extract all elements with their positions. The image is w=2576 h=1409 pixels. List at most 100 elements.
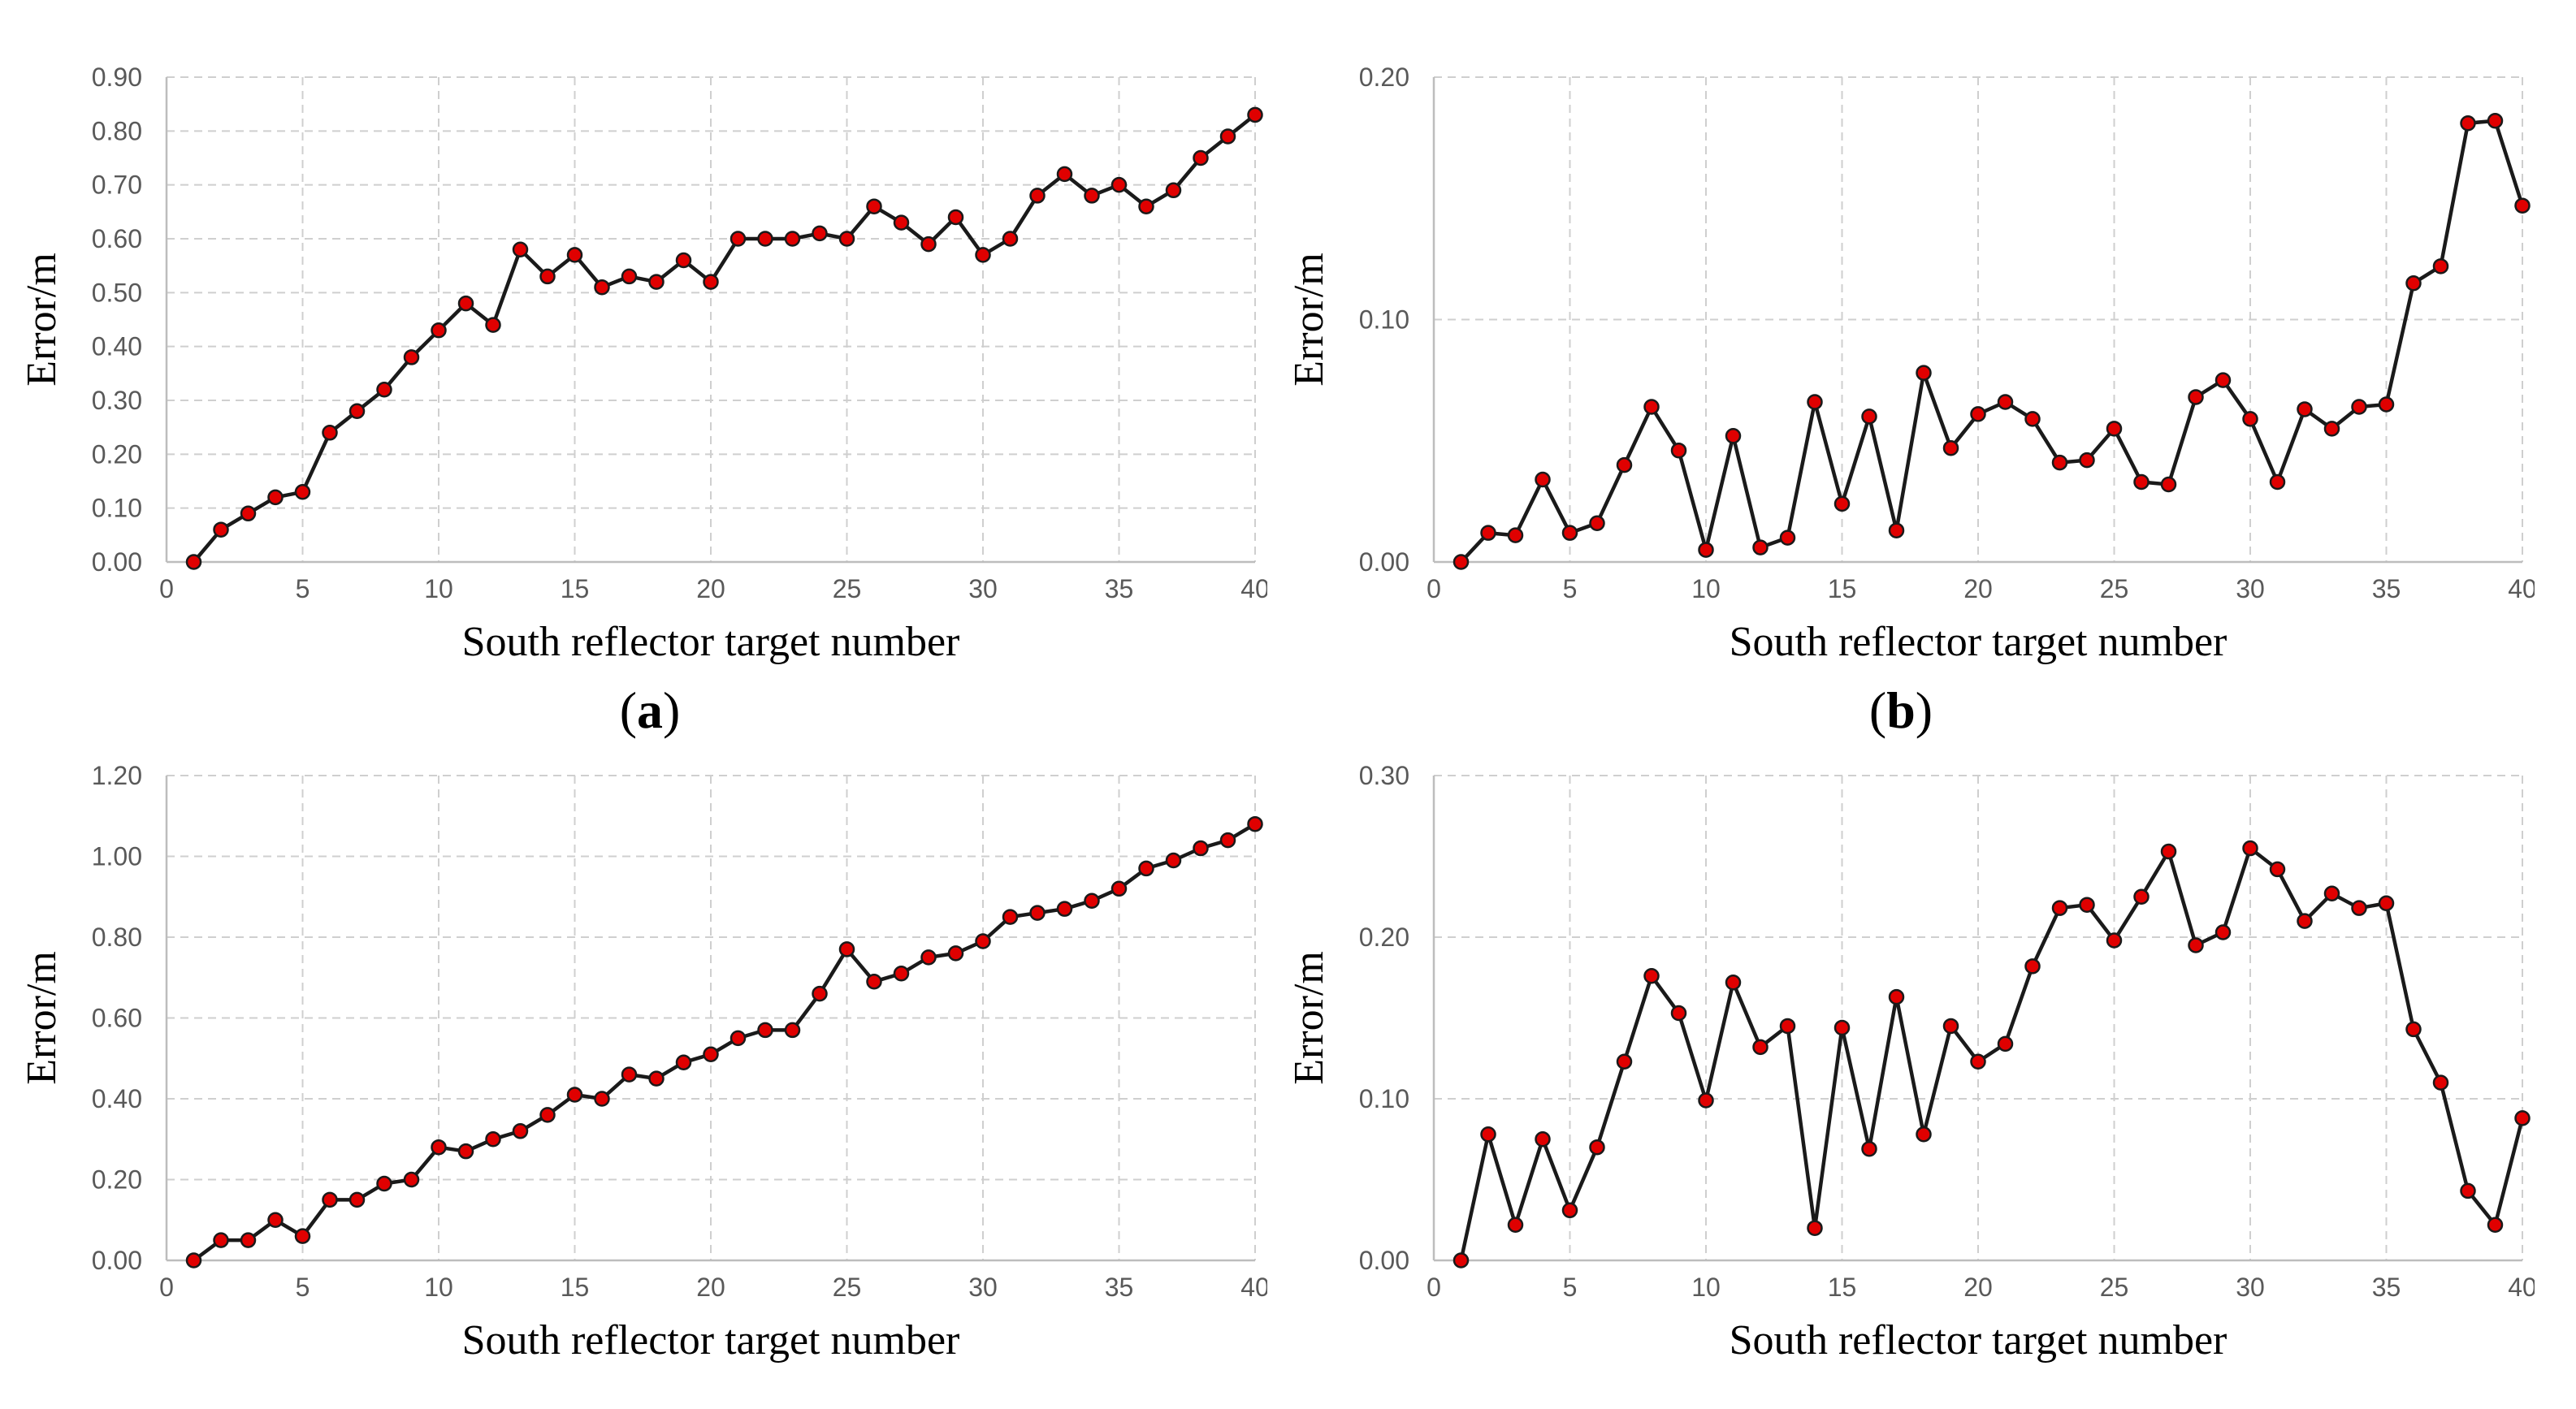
data-point [2323, 421, 2340, 437]
data-point [1480, 525, 1496, 541]
data-point [2214, 924, 2232, 940]
data-point [185, 554, 202, 570]
data-point [2188, 389, 2204, 405]
data-point [893, 966, 910, 982]
data-point [648, 274, 665, 290]
data-point [349, 403, 366, 420]
data-point [838, 231, 855, 247]
x-tick-label: 15 [1828, 574, 1857, 603]
x-tick-label: 35 [2372, 1273, 2401, 1302]
data-point [1779, 529, 1796, 546]
data-point [2432, 258, 2449, 274]
data-point [539, 1107, 556, 1123]
data-point [1997, 1035, 2014, 1052]
data-point [1752, 1039, 1769, 1056]
data-point [594, 279, 610, 296]
data-point [757, 1022, 773, 1039]
data-point [1193, 149, 1209, 166]
data-point [1110, 176, 1128, 193]
data-point [322, 425, 338, 441]
data-point [1698, 542, 1714, 558]
x-tick-label: 20 [696, 1273, 725, 1302]
x-tick-label: 10 [1691, 1273, 1721, 1302]
data-point [1138, 198, 1154, 214]
data-point [621, 268, 638, 285]
panel-label-b: (b) [1868, 681, 1933, 739]
chart-panel-a: 0 5 10 15 20 25 30 35 40 0.00 0.10 0.20 0.30 0.40 0.50… [0, 32, 1267, 682]
data-point [376, 1175, 392, 1192]
x-tick-label: 0 [159, 1273, 174, 1302]
data-point [975, 247, 991, 263]
data-point [920, 949, 937, 966]
data-point [1834, 495, 1851, 512]
data-point [2106, 932, 2123, 949]
data-point [648, 1070, 665, 1087]
data-point [213, 1232, 229, 1248]
x-axis-title: South reflector target number [462, 1317, 960, 1364]
data-point [1861, 1140, 1877, 1157]
data-point [1165, 182, 1182, 199]
x-tick-label: 0 [1427, 1273, 1441, 1302]
data-point [2269, 473, 2286, 491]
data-point [2405, 274, 2422, 292]
x-tick-label: 20 [1963, 1273, 1993, 1302]
x-tick-label: 35 [2372, 574, 2401, 603]
x-tick-label: 25 [2100, 574, 2129, 603]
x-tick-label: 25 [833, 1273, 862, 1302]
data-point [594, 1091, 610, 1107]
y-tick-label: 0.10 [1359, 1084, 1409, 1113]
data-point [920, 236, 937, 253]
y-tick-label: 0.20 [1359, 63, 1409, 92]
data-point [1916, 365, 1932, 381]
data-point [1670, 1005, 1687, 1022]
data-point [566, 247, 583, 263]
chart-a: 0 5 10 15 20 25 30 35 40 0.00 0.10 0.20 0.30 0.40 0.50… [19, 63, 1267, 665]
data-point [1535, 471, 1551, 488]
panel-label-b-letter: b [1886, 681, 1916, 739]
data-point [1861, 408, 1877, 425]
data-point [1616, 1053, 1633, 1070]
y-tick-label: 0.50 [92, 278, 142, 307]
data-point [1002, 909, 1019, 925]
data-point [403, 349, 420, 365]
x-tick-label: 0 [159, 574, 174, 603]
data-point [2269, 861, 2286, 878]
data-point [1247, 815, 1263, 832]
data-point [1002, 231, 1019, 247]
y-tick-label: 0.10 [1359, 305, 1409, 335]
y-axis-title: Error/m [19, 951, 65, 1085]
data-point [1616, 456, 1633, 473]
data-point [2297, 401, 2313, 417]
x-tick-label: 15 [1828, 1273, 1857, 1302]
x-tick-label: 40 [1240, 574, 1267, 603]
data-point [2297, 913, 2313, 929]
y-tick-label: 0.10 [92, 494, 142, 523]
data-point [1942, 439, 1959, 456]
data-point [1219, 832, 1236, 849]
data-point [1589, 1139, 1605, 1156]
y-axis-title: Error/m [1286, 951, 1332, 1085]
data-point [1056, 901, 1073, 917]
data-point [1453, 554, 1470, 570]
data-point [1453, 1252, 1470, 1269]
data-point [1807, 1220, 1823, 1236]
data-point [1029, 905, 1046, 921]
data-point [2351, 399, 2367, 415]
data-point [947, 945, 964, 962]
data-point [2051, 454, 2068, 471]
data-point [1056, 166, 1073, 183]
y-axis-title: Error/m [1286, 253, 1332, 387]
x-axis-title: South reflector target number [1730, 1317, 2227, 1364]
data-point [1752, 539, 1769, 555]
data-point [566, 1087, 583, 1103]
y-tick-label: 0.00 [1359, 547, 1409, 577]
data-point [2079, 897, 2095, 913]
data-point [431, 322, 447, 339]
data-point [866, 973, 882, 990]
y-tick-label: 0.30 [1359, 761, 1409, 790]
data-point [1970, 1053, 1986, 1070]
x-tick-label: 0 [1427, 574, 1441, 603]
x-tick-label: 30 [2236, 574, 2265, 603]
data-point [975, 933, 991, 949]
data-point [1029, 188, 1046, 204]
